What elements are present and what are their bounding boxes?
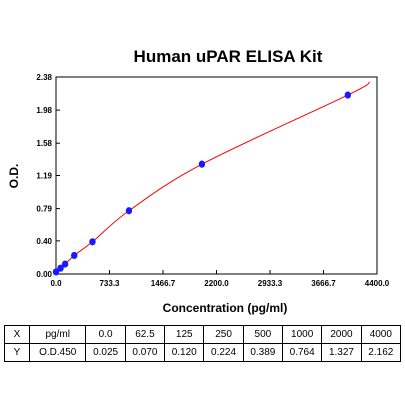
table-cell: 1000 — [282, 325, 323, 344]
x-tick-label: 3666.7 — [311, 279, 336, 288]
data-point — [61, 260, 69, 268]
table-row-unit: pg/ml — [28, 325, 87, 344]
plot-frame — [55, 76, 378, 275]
chart-svg: Human uPAR ELISA Kit 0.0 733.3 1466.7 2200.… — [7, 47, 390, 315]
y-tick-label: 1.58 — [36, 139, 52, 148]
table-cell: 2.162 — [360, 343, 402, 362]
table-cell: 125 — [164, 325, 205, 344]
x-tick-label: 4400.0 — [365, 279, 390, 288]
y-tick-label: 0.40 — [36, 237, 52, 246]
table-cell: 62.5 — [124, 325, 166, 344]
y-tick-label: 2.38 — [36, 73, 52, 82]
table-cell: 4000 — [360, 325, 402, 344]
table-cell: 0.025 — [85, 343, 126, 362]
table-cell: 0.0 — [85, 325, 126, 344]
table-row-x: X pg/ml 0.0 62.5 125 250 500 1000 2000 4000 — [4, 325, 402, 344]
data-point — [89, 238, 96, 246]
table-cell: 0.764 — [282, 343, 323, 362]
x-axis-label: Concentration (pg/ml) — [163, 301, 288, 315]
chart-area: Human uPAR ELISA Kit 0.0 733.3 1466.7 2200.… — [7, 47, 390, 315]
y-tick-label: 1.98 — [36, 106, 52, 115]
x-tick-label: 1466.7 — [151, 279, 176, 288]
x-tick-label: 0.0 — [50, 279, 62, 288]
data-points — [52, 91, 352, 276]
table-cell: 0.224 — [203, 343, 244, 362]
table-cell: 0.389 — [242, 343, 284, 362]
data-point — [52, 268, 60, 276]
table-row-unit: O.D.450 — [28, 343, 87, 362]
x-tick-label: 2200.0 — [204, 279, 229, 288]
x-axis-ticks: 0.0 733.3 1466.7 2200.0 2933.3 3666.7 4400.0 — [50, 270, 390, 288]
y-axis-ticks: 0.00 0.40 0.79 1.19 1.58 1.98 2.38 — [36, 73, 60, 279]
data-point — [344, 91, 352, 99]
x-tick-label: 733.3 — [99, 279, 120, 288]
table-cell: 0.120 — [164, 343, 205, 362]
data-table: X pg/ml 0.0 62.5 125 250 500 1000 2000 4000 Y O… — [4, 325, 402, 362]
table-cell: 2000 — [321, 325, 362, 344]
y-tick-label: 0.00 — [36, 270, 52, 279]
data-point — [125, 207, 133, 215]
table-cell: 500 — [242, 325, 284, 344]
table-cell: 0.070 — [124, 343, 166, 362]
x-tick-label: 2933.3 — [258, 279, 283, 288]
table-row-key: Y — [4, 343, 30, 362]
data-point — [71, 251, 78, 260]
y-tick-label: 0.79 — [36, 205, 52, 214]
table-row-key: X — [4, 325, 30, 344]
y-axis-label: O.D. — [7, 164, 21, 189]
table-cell: 1.327 — [321, 343, 362, 362]
y-tick-label: 1.19 — [36, 172, 52, 181]
fit-curve — [55, 81, 371, 274]
data-point — [198, 160, 206, 168]
table-row-y: Y O.D.450 0.025 0.070 0.120 0.224 0.389 0.764… — [4, 343, 402, 362]
data-point — [57, 264, 64, 272]
table-cell: 250 — [203, 325, 244, 344]
chart-title: Human uPAR ELISA Kit — [134, 47, 323, 66]
